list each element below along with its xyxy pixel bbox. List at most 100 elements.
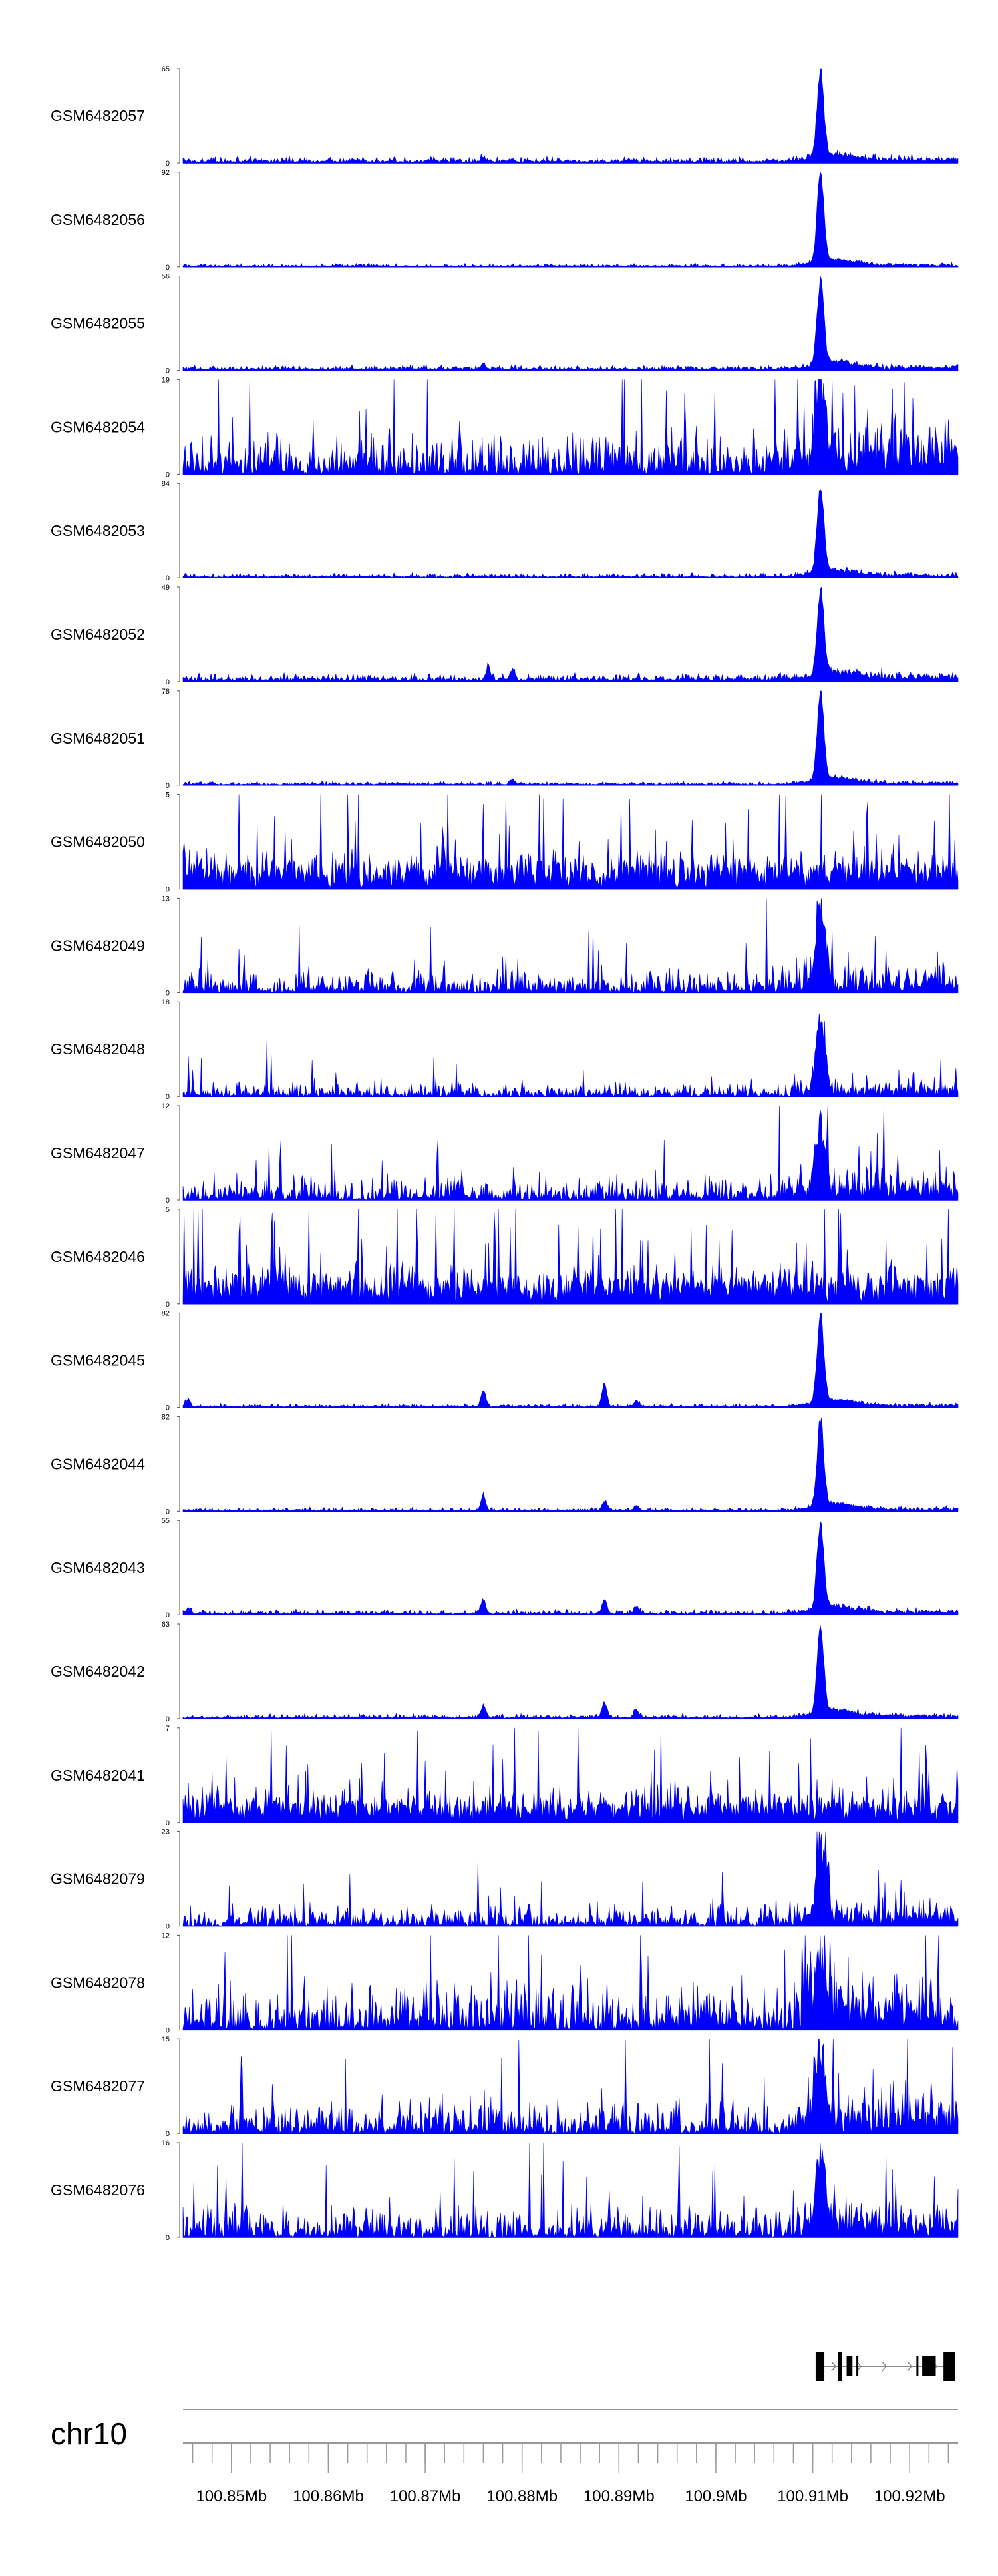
signal-area <box>182 1935 959 2031</box>
y-max-label: 82 <box>162 1413 170 1421</box>
x-tick-label: 100.86Mb <box>293 2487 364 2505</box>
y-zero-label: 0 <box>166 1611 170 1619</box>
exon-box <box>916 2356 919 2376</box>
track-GSM6482051: GSM6482051 78 0 <box>51 688 959 790</box>
y-zero-label: 0 <box>166 160 170 168</box>
strand-arrow <box>882 2361 887 2372</box>
y-max-label: 55 <box>162 1517 170 1525</box>
track-label: GSM6482053 <box>51 522 145 539</box>
signal-area <box>182 2142 959 2238</box>
y-zero-label: 0 <box>166 1923 170 1931</box>
track-GSM6482079: GSM6482079 23 0 <box>51 1828 959 1931</box>
track-label: GSM6482043 <box>51 1559 145 1576</box>
x-tick-label: 100.85Mb <box>196 2487 267 2505</box>
y-max-label: 92 <box>162 169 170 177</box>
exon-box <box>922 2356 936 2376</box>
signal-area <box>182 898 959 994</box>
track-label: GSM6482076 <box>51 2181 145 2199</box>
strand-arrow <box>831 2361 836 2372</box>
track-GSM6482041: GSM6482041 7 0 <box>51 1725 959 1827</box>
y-max-label: 56 <box>162 273 170 281</box>
x-tick-label: 100.91Mb <box>777 2487 848 2505</box>
exon-box <box>815 2352 825 2381</box>
signal-area <box>182 1313 959 1408</box>
y-max-label: 18 <box>162 998 170 1006</box>
y-max-label: 19 <box>162 376 170 384</box>
track-GSM6482052: GSM6482052 49 0 <box>51 584 959 686</box>
track-GSM6482054: GSM6482054 19 0 <box>51 376 959 479</box>
y-zero-label: 0 <box>166 574 170 582</box>
track-label: GSM6482046 <box>51 1248 145 1265</box>
y-max-label: 63 <box>162 1621 170 1629</box>
y-zero-label: 0 <box>166 1404 170 1412</box>
signal-area <box>182 1831 959 1927</box>
track-GSM6482057: GSM6482057 65 0 <box>51 65 959 168</box>
track-label: GSM6482055 <box>51 315 145 332</box>
y-max-label: 12 <box>162 1102 170 1110</box>
y-zero-label: 0 <box>166 678 170 686</box>
y-zero-label: 0 <box>166 989 170 997</box>
y-zero-label: 0 <box>166 2130 170 2138</box>
y-zero-label: 0 <box>166 471 170 479</box>
x-tick-label: 100.92Mb <box>874 2487 945 2505</box>
track-GSM6482056: GSM6482056 92 0 <box>51 169 959 272</box>
track-label: GSM6482078 <box>51 1974 145 1991</box>
track-GSM6482053: GSM6482053 84 0 <box>51 480 959 582</box>
y-zero-label: 0 <box>166 2234 170 2242</box>
track-GSM6482076: GSM6482076 16 0 <box>51 2139 959 2242</box>
y-max-label: 7 <box>166 1725 170 1733</box>
y-max-label: 49 <box>162 584 170 592</box>
signal-area <box>182 586 959 682</box>
track-GSM6482046: GSM6482046 5 0 <box>51 1206 959 1309</box>
track-label: GSM6482056 <box>51 211 145 228</box>
y-max-label: 82 <box>162 1310 170 1318</box>
y-max-label: 15 <box>162 2036 170 2043</box>
signal-area <box>182 379 959 475</box>
track-label: GSM6482052 <box>51 626 145 643</box>
signal-area <box>182 1520 959 1615</box>
y-zero-label: 0 <box>166 1197 170 1205</box>
x-tick-label: 100.87Mb <box>390 2487 461 2505</box>
y-zero-label: 0 <box>166 1301 170 1309</box>
y-zero-label: 0 <box>166 1819 170 1827</box>
track-label: GSM6482057 <box>51 107 145 124</box>
track-label: GSM6482045 <box>51 1352 145 1369</box>
y-max-label: 23 <box>162 1828 170 1836</box>
track-GSM6482043: GSM6482043 55 0 <box>51 1517 959 1619</box>
track-label: GSM6482049 <box>51 937 145 954</box>
x-tick-label: 100.88Mb <box>486 2487 558 2505</box>
y-max-label: 84 <box>162 480 170 488</box>
track-label: GSM6482041 <box>51 1767 145 1784</box>
track-GSM6482050: GSM6482050 5 0 <box>51 791 959 894</box>
track-GSM6482045: GSM6482045 82 0 <box>51 1310 959 1412</box>
signal-area <box>182 276 959 371</box>
y-zero-label: 0 <box>166 886 170 894</box>
track-label: GSM6482042 <box>51 1663 145 1680</box>
signal-area <box>182 68 959 164</box>
signal-area <box>182 1418 959 1512</box>
y-zero-label: 0 <box>166 2026 170 2034</box>
tracks-group: GSM6482057650GSM6482056920GSM6482055560G… <box>51 65 959 2242</box>
gene-model-track <box>815 2352 955 2381</box>
y-zero-label: 0 <box>166 264 170 272</box>
track-GSM6482055: GSM6482055 56 0 <box>51 273 959 375</box>
exon-box <box>856 2356 859 2376</box>
signal-area <box>182 1105 959 1201</box>
track-GSM6482077: GSM6482077 15 0 <box>51 2036 959 2138</box>
exon-box <box>846 2356 853 2376</box>
y-zero-label: 0 <box>166 1093 170 1101</box>
track-label: GSM6482054 <box>51 418 145 435</box>
signal-area <box>182 1625 959 1719</box>
y-max-label: 12 <box>162 1932 170 1940</box>
track-GSM6482044: GSM6482044 82 0 <box>51 1413 959 1516</box>
signal-area <box>182 690 959 786</box>
y-max-label: 78 <box>162 688 170 696</box>
strand-arrow <box>907 2361 912 2372</box>
signal-area <box>182 1209 959 1305</box>
track-label: GSM6482077 <box>51 2077 145 2095</box>
y-max-label: 13 <box>162 895 170 903</box>
x-tick-label: 100.9Mb <box>685 2487 747 2505</box>
y-zero-label: 0 <box>166 1508 170 1516</box>
track-label: GSM6482048 <box>51 1040 145 1058</box>
